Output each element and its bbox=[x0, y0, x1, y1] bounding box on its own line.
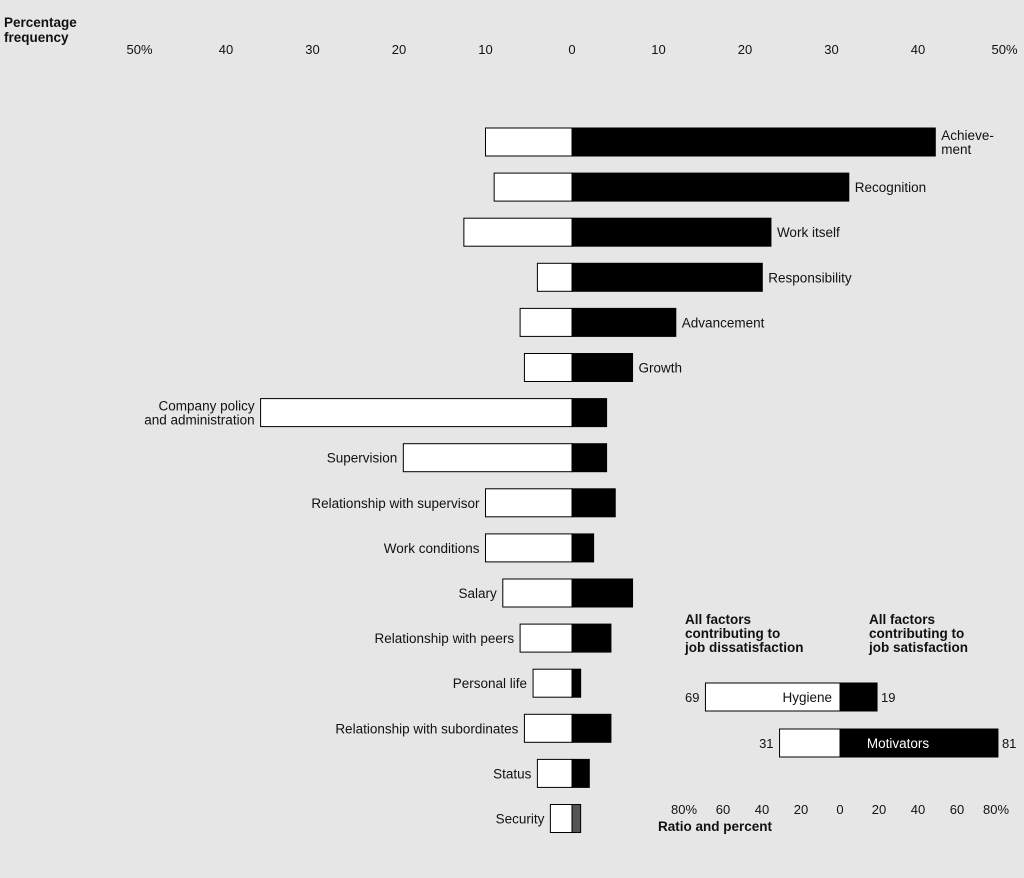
x-tick-label: 40 bbox=[219, 42, 233, 57]
main-category-labels: Achieve-ment Recognition Work itself Respon… bbox=[144, 128, 994, 827]
satisfaction-bar bbox=[571, 353, 634, 382]
dissatisfaction-bar bbox=[704, 682, 841, 712]
x-axis-label: Ratio and percent bbox=[658, 819, 773, 834]
x-tick-label: 0 bbox=[836, 802, 843, 817]
satisfaction-bar bbox=[571, 443, 608, 473]
category-label: Recognition bbox=[855, 180, 926, 195]
dissatisfaction-bar bbox=[523, 353, 573, 382]
category-label: Work conditions bbox=[384, 541, 480, 556]
satisfaction-bar bbox=[571, 307, 677, 337]
x-tick-label: 20 bbox=[392, 42, 406, 57]
satisfaction-bar bbox=[571, 668, 582, 698]
dissatisfaction-bar bbox=[532, 668, 573, 698]
dissatisfaction-bar bbox=[519, 623, 573, 653]
value-label: 69 bbox=[685, 690, 699, 705]
satisfaction-bar bbox=[571, 758, 590, 788]
satisfaction-bar bbox=[571, 713, 612, 743]
category-label: Work itself bbox=[777, 225, 840, 240]
x-tick-label: 40 bbox=[755, 802, 769, 817]
summary-headers: All factors contributing to job dissatisfa… bbox=[684, 612, 968, 655]
x-tick-label: 30 bbox=[824, 42, 838, 57]
x-tick-label: 40 bbox=[911, 42, 925, 57]
x-tick-label: 20 bbox=[738, 42, 752, 57]
category-label: Company policy and administration bbox=[144, 399, 255, 428]
x-tick-label: 10 bbox=[478, 42, 492, 57]
satisfaction-bar bbox=[571, 578, 634, 608]
category-label: Growth bbox=[639, 361, 683, 376]
summary-x-tick-labels: 80% 60 40 20 0 20 40 60 80% bbox=[671, 802, 1009, 817]
x-tick-label: 30 bbox=[305, 42, 319, 57]
dissatisfaction-bar bbox=[260, 398, 573, 428]
dissatisfaction-bar bbox=[549, 804, 573, 833]
main-x-tick-labels: 50% 40 30 20 10 0 10 20 30 40 50% bbox=[126, 42, 1017, 57]
category-label: Achieve-ment bbox=[941, 128, 994, 157]
x-tick-label: 50% bbox=[126, 42, 152, 57]
dissatisfaction-bar bbox=[485, 533, 573, 563]
left-header: All factors contributing to job dissatisfa… bbox=[684, 612, 804, 655]
category-label: Motivators bbox=[867, 736, 930, 751]
x-tick-label: 0 bbox=[568, 42, 575, 57]
dissatisfaction-bar bbox=[463, 217, 573, 247]
dissatisfaction-bar bbox=[536, 262, 573, 292]
dissatisfaction-bar bbox=[779, 728, 841, 758]
category-label: Personal life bbox=[453, 676, 527, 691]
summary-x-axis-label: Ratio and percent bbox=[658, 819, 773, 834]
category-label: Relationship with supervisor bbox=[311, 496, 480, 511]
x-tick-label: 60 bbox=[950, 802, 964, 817]
x-tick-label: 10 bbox=[651, 42, 665, 57]
dissatisfaction-bar bbox=[523, 713, 573, 743]
x-tick-label: 80% bbox=[671, 802, 697, 817]
y-axis-title: Percentage frequency bbox=[4, 15, 77, 45]
x-tick-label: 50% bbox=[991, 42, 1017, 57]
category-label: Relationship with subordinates bbox=[335, 721, 518, 736]
summary-bars: 69 19 Hygiene 31 81 Motivators bbox=[685, 682, 1016, 758]
satisfaction-bar bbox=[571, 804, 582, 833]
satisfaction-bar bbox=[571, 623, 612, 653]
satisfaction-bar bbox=[571, 172, 850, 202]
dissatisfaction-bar bbox=[485, 127, 573, 157]
satisfaction-bar bbox=[571, 217, 772, 247]
satisfaction-bar bbox=[839, 682, 878, 712]
satisfaction-bar bbox=[571, 262, 763, 292]
value-label: 31 bbox=[759, 736, 773, 751]
main-bars bbox=[260, 127, 936, 833]
dissatisfaction-bar bbox=[493, 172, 573, 202]
category-label: Hygiene bbox=[782, 690, 832, 705]
x-tick-label: 80% bbox=[983, 802, 1009, 817]
dissatisfaction-bar bbox=[402, 443, 573, 473]
x-tick-label: 20 bbox=[872, 802, 886, 817]
category-label: Relationship with peers bbox=[375, 631, 515, 646]
x-tick-label: 20 bbox=[794, 802, 808, 817]
satisfaction-bar bbox=[571, 488, 616, 518]
dissatisfaction-bar bbox=[502, 578, 573, 608]
category-label: Security bbox=[496, 812, 545, 827]
satisfaction-bar bbox=[571, 533, 595, 563]
dissatisfaction-bar bbox=[519, 307, 573, 337]
category-label: Status bbox=[493, 766, 532, 781]
category-label: Responsibility bbox=[768, 270, 852, 285]
x-tick-label: 40 bbox=[911, 802, 925, 817]
right-header: All factors contributing to job satisfacti… bbox=[868, 612, 968, 655]
dissatisfaction-bar bbox=[536, 758, 573, 788]
satisfaction-bar bbox=[571, 127, 936, 157]
satisfaction-bar bbox=[571, 398, 608, 428]
dissatisfaction-bar bbox=[485, 488, 573, 518]
x-tick-label: 60 bbox=[716, 802, 730, 817]
satisfaction-bar bbox=[839, 728, 999, 758]
value-label: 19 bbox=[881, 690, 895, 705]
value-label: 81 bbox=[1002, 736, 1016, 751]
category-label: Supervision bbox=[327, 451, 398, 466]
category-label: Salary bbox=[459, 586, 498, 601]
category-label: Advancement bbox=[682, 315, 765, 330]
main-axis-title: Percentage frequency bbox=[4, 15, 77, 45]
